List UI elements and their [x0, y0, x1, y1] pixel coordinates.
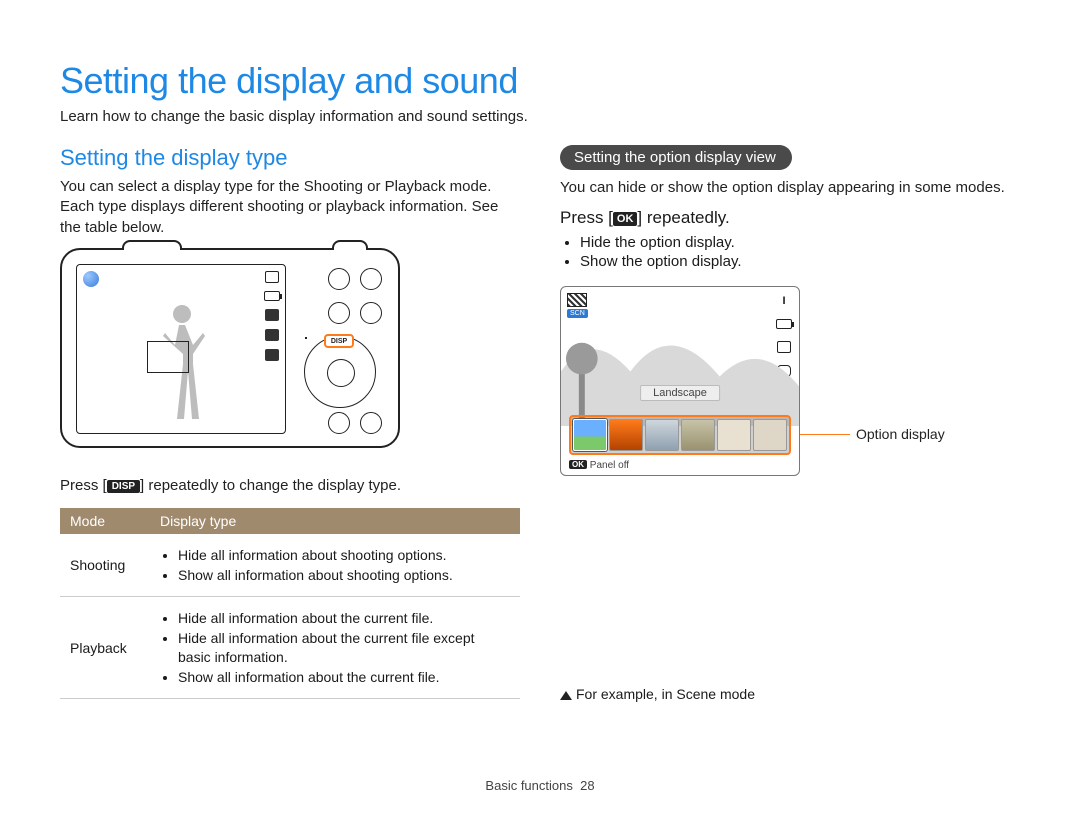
- option-thumb: [645, 419, 679, 451]
- option-display-pill: Setting the option display view: [560, 145, 792, 170]
- option-thumb: [753, 419, 787, 451]
- camera-controls: DISP: [296, 264, 386, 434]
- flash-icon: [265, 309, 279, 321]
- list-item: Show all information about the current f…: [178, 668, 510, 686]
- scene-screen: SCN I Landscape: [560, 286, 800, 476]
- stabilizer-icon: [265, 349, 279, 361]
- page-footer: Basic functions 28: [0, 778, 1080, 793]
- page-title: Setting the display and sound: [60, 60, 1020, 102]
- display-type-description: You can select a display type for the Sh…: [60, 177, 520, 238]
- landscape-illustration: [561, 317, 799, 426]
- button-mid-2: [360, 302, 382, 324]
- disp-button-highlight: DISP: [324, 334, 354, 348]
- focus-rectangle: [147, 341, 189, 373]
- option-thumb: [609, 419, 643, 451]
- list-item: Show all information about shooting opti…: [178, 566, 510, 584]
- right-column: Setting the option display view You can …: [560, 145, 1020, 702]
- table-header-type: Display type: [150, 508, 520, 534]
- table-row: Shooting Hide all information about shoo…: [60, 534, 520, 597]
- battery-icon: [264, 291, 280, 301]
- button-top-1: [328, 268, 350, 290]
- option-thumb: [681, 419, 715, 451]
- table-row: Playback Hide all information about the …: [60, 597, 520, 699]
- clapperboard-icon: [567, 293, 587, 307]
- af-icon: [265, 329, 279, 341]
- list-item: Hide all information about the current f…: [178, 629, 510, 665]
- camera-screen: [76, 264, 286, 434]
- button-bottom-1: [328, 412, 350, 434]
- option-display-strip: [569, 415, 791, 455]
- table-header-mode: Mode: [60, 508, 150, 534]
- globe-icon: [83, 271, 99, 287]
- page-intro: Learn how to change the basic display in…: [60, 108, 1020, 125]
- option-bullet-list: Hide the option display. Show the option…: [560, 234, 1020, 270]
- left-column: Setting the display type You can select …: [60, 145, 520, 702]
- table-cell-mode: Playback: [60, 597, 150, 699]
- list-item: Hide all information about the current f…: [178, 609, 510, 627]
- panel-off-label: OK Panel off: [569, 460, 629, 471]
- section-heading-display-type: Setting the display type: [60, 145, 520, 171]
- ok-instruction: Press [OK] repeatedly.: [560, 208, 1020, 228]
- landscape-label: Landscape: [640, 385, 720, 401]
- disp-caption: Press [DISP] repeatedly to change the di…: [60, 477, 520, 494]
- exposure-indicator: I: [782, 295, 785, 307]
- list-item: Hide all information about shooting opti…: [178, 546, 510, 564]
- scene-example: SCN I Landscape: [560, 286, 980, 702]
- size-icon: [265, 271, 279, 283]
- option-display-description: You can hide or show the option display …: [560, 178, 1020, 198]
- display-type-table: Mode Display type Shooting Hide all info…: [60, 508, 520, 699]
- content-columns: Setting the display type You can select …: [60, 145, 1020, 702]
- triangle-up-icon: [560, 691, 572, 700]
- camera-illustration: DISP: [60, 248, 400, 463]
- ok-key-label: OK: [613, 212, 638, 226]
- callout-label: Option display: [856, 426, 945, 442]
- example-note: For example, in Scene mode: [560, 486, 980, 702]
- disp-key-label: DISP: [107, 480, 140, 493]
- list-item: Hide the option display.: [580, 234, 1020, 251]
- table-cell-mode: Shooting: [60, 534, 150, 597]
- button-bottom-2: [360, 412, 382, 434]
- option-thumb: [573, 419, 607, 451]
- button-mid-1: [328, 302, 350, 324]
- callout-line: [800, 434, 850, 435]
- button-top-2: [360, 268, 382, 290]
- option-thumb: [717, 419, 751, 451]
- list-item: Show the option display.: [580, 253, 1020, 270]
